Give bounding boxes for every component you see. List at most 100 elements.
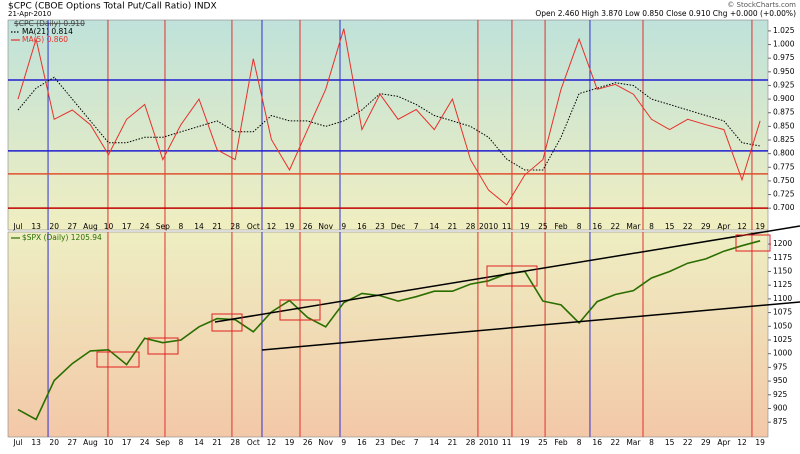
y-tick-label: 0.925: [773, 80, 795, 89]
y-tick-label: 950: [773, 376, 788, 385]
credit: © StockCharts.com: [727, 1, 796, 9]
y-tick-label: 1050: [773, 321, 792, 330]
y-tick-label: 0.950: [773, 67, 795, 76]
x-tick-label: 21: [212, 438, 222, 447]
y-tick-label: 0.775: [773, 162, 795, 171]
x-tick-label: 7: [414, 222, 419, 231]
y-tick-label: 0.875: [773, 108, 795, 117]
y-tick-label: 0.800: [773, 149, 795, 158]
x-tick-label: Oct: [247, 438, 260, 447]
x-tick-label: 19: [755, 222, 765, 231]
annotation-box: [735, 234, 771, 252]
x-tick-label: 16: [592, 222, 602, 231]
x-tick-label: 15: [665, 222, 675, 231]
x-tick-label: 28: [466, 222, 476, 231]
x-tick-label: 8: [649, 438, 654, 447]
y-tick-label: 925: [773, 390, 788, 399]
x-tick-label: 27: [68, 438, 78, 447]
legend-label: MA(21) 0.814: [22, 27, 73, 36]
x-tick-label: 28: [466, 438, 476, 447]
x-tick-label: 14: [194, 438, 204, 447]
x-tick-label: 12: [737, 438, 747, 447]
x-tick-label: Jul: [12, 222, 22, 231]
title: $CPC (CBOE Options Total Put/Call Ratio)…: [8, 2, 217, 12]
x-tick-label: Nov: [318, 438, 333, 447]
y-tick-label: 1100: [773, 294, 792, 303]
y-tick-label: 1.025: [773, 26, 795, 35]
x-tick-label: Jul: [12, 438, 22, 447]
annotation-box: [486, 265, 538, 287]
x-tick-label: 10: [104, 222, 114, 231]
y-tick-label: 0.850: [773, 121, 795, 130]
annotation-box: [211, 313, 243, 332]
bottom-panel: [7, 231, 769, 438]
x-tick-label: 26: [303, 438, 313, 447]
annotation-box: [147, 337, 179, 355]
x-tick-label: 12: [267, 222, 277, 231]
legend-label: MA(5) 0.860: [22, 35, 68, 44]
quote: Open 2.460 High 3.870 Low 0.850 Close 0.…: [535, 9, 796, 18]
x-tick-label: Sep: [156, 222, 170, 231]
annotation-box: [279, 299, 321, 321]
y-tick-label: 1000: [773, 349, 792, 358]
x-tick-label: 26: [303, 222, 313, 231]
x-tick-label: 16: [357, 438, 367, 447]
y-tick-label: 0.750: [773, 176, 795, 185]
top-panel: [7, 19, 769, 231]
y-tick-label: 0.700: [773, 203, 795, 212]
series-line: [17, 240, 761, 421]
x-tick-label: 9: [341, 438, 346, 447]
y-tick-label: 975: [773, 362, 788, 371]
x-tick-label: 22: [611, 438, 621, 447]
x-tick-label: 23: [375, 222, 385, 231]
x-tick-label: 22: [683, 222, 693, 231]
x-tick-label: 11: [502, 222, 512, 231]
y-tick-label: 1200: [773, 239, 792, 248]
x-tick-label: 22: [611, 222, 621, 231]
x-tick-label: 11: [502, 438, 512, 447]
x-tick-label: 25: [538, 222, 548, 231]
x-tick-label: 8: [577, 438, 582, 447]
x-tick-label: 21: [448, 222, 458, 231]
x-tick-label: 19: [285, 438, 295, 447]
x-tick-label: Apr: [717, 438, 731, 447]
x-tick-label: 2010: [479, 438, 498, 447]
x-tick-label: 16: [592, 438, 602, 447]
x-tick-label: 21: [212, 222, 222, 231]
x-tick-label: Apr: [717, 222, 731, 231]
x-tick-label: Oct: [247, 222, 260, 231]
x-tick-label: Mar: [626, 222, 641, 231]
series-line: [17, 28, 761, 206]
x-tick-label: 28: [230, 222, 240, 231]
trend-line: [214, 225, 800, 323]
x-tick-label: Mar: [626, 438, 641, 447]
x-tick-label: 24: [140, 222, 150, 231]
x-tick-label: 8: [577, 222, 582, 231]
y-tick-label: 875: [773, 417, 788, 426]
x-tick-label: Aug: [83, 222, 98, 231]
x-tick-label: Dec: [391, 222, 406, 231]
x-tick-label: 13: [31, 222, 41, 231]
x-tick-label: 20: [49, 222, 59, 231]
x-tick-label: Feb: [554, 222, 568, 231]
x-tick-label: 19: [755, 438, 765, 447]
x-tick-label: 8: [649, 222, 654, 231]
y-tick-label: 1075: [773, 308, 792, 317]
annotation-box: [96, 351, 140, 368]
price-label: $CPC (Daily) 0.910: [14, 19, 85, 28]
trend-line: [261, 301, 800, 351]
annotations: [96, 225, 800, 368]
x-tick-label: 13: [31, 438, 41, 447]
x-tick-label: 21: [448, 438, 458, 447]
x-tick-label: 29: [701, 438, 711, 447]
x-tick-label: 2010: [479, 222, 498, 231]
x-tick-label: 25: [538, 438, 548, 447]
y-tick-label: 1125: [773, 280, 792, 289]
x-tick-label: 8: [179, 222, 184, 231]
x-tick-label: 17: [122, 222, 132, 231]
x-tick-label: 24: [140, 438, 150, 447]
y-tick-label: 1.000: [773, 40, 795, 49]
x-tick-label: 16: [357, 222, 367, 231]
x-tick-label: Aug: [83, 438, 98, 447]
